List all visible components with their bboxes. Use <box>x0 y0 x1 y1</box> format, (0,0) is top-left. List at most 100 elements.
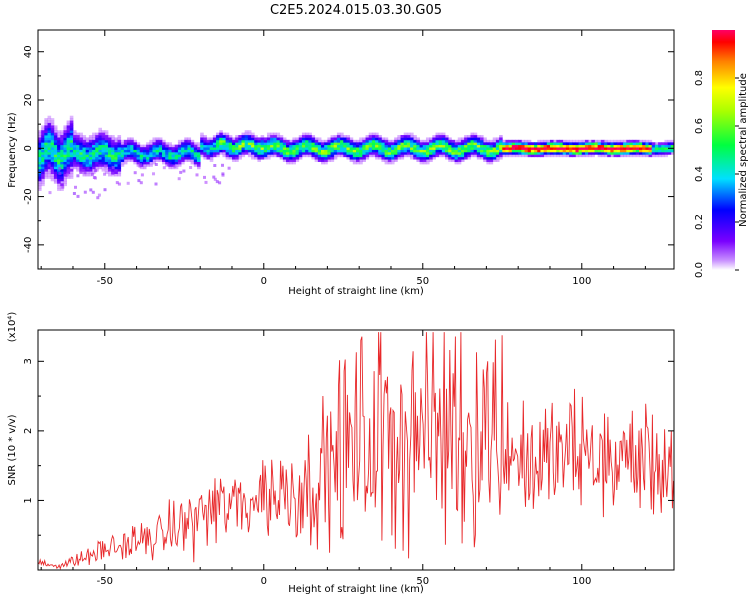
heatmap-cell <box>639 142 643 146</box>
heatmap-cell <box>38 154 42 158</box>
heatmap-cell <box>238 137 242 141</box>
heatmap-cell <box>133 139 137 143</box>
heatmap-cell <box>270 132 274 136</box>
heatmap-cell <box>467 154 471 158</box>
heatmap-cell <box>311 156 316 160</box>
heatmap-cell <box>101 159 106 162</box>
heatmap-cell <box>368 144 373 148</box>
heatmap-cell <box>489 147 494 150</box>
heatmap-cell <box>635 154 640 158</box>
heatmap-cell <box>53 156 58 160</box>
heatmap-cell <box>343 142 347 146</box>
heatmap-cell <box>451 149 455 153</box>
heatmap-cell <box>120 159 125 162</box>
heatmap-cell <box>149 139 153 143</box>
heatmap-cell <box>53 144 58 148</box>
heatmap-cell <box>406 135 411 138</box>
heatmap-cell <box>406 137 411 141</box>
heatmap-cell <box>251 147 255 150</box>
heatmap-cell <box>537 154 541 158</box>
heatmap-cell <box>584 144 589 148</box>
heatmap-cell <box>489 139 494 143</box>
heatmap-cell <box>413 142 417 146</box>
heatmap-cell <box>562 142 567 146</box>
heatmap-cell <box>362 156 366 160</box>
heatmap-cell <box>451 144 455 148</box>
heatmap-cell <box>460 159 465 162</box>
heatmap-cell <box>95 142 99 146</box>
heatmap-cell <box>425 139 430 143</box>
heatmap-cell <box>359 156 363 160</box>
heatmap-cell <box>410 149 414 153</box>
heatmap-cell <box>540 139 545 143</box>
heatmap-cell <box>448 156 452 160</box>
heatmap-cell <box>616 149 621 153</box>
heatmap-cell <box>346 137 351 141</box>
heatmap-cell <box>206 137 211 141</box>
heatmap-cell <box>270 144 274 148</box>
heatmap-cell <box>416 137 420 141</box>
heatmap-cell <box>60 180 64 184</box>
heatmap-cell <box>57 183 61 187</box>
heatmap-cell <box>648 151 653 155</box>
heatmap-cell <box>92 142 96 146</box>
heatmap-cell <box>76 168 80 172</box>
heatmap-cell <box>117 166 122 170</box>
heatmap-cell <box>212 144 217 148</box>
heatmap-cell <box>610 144 614 148</box>
spectrogram-heatmap <box>38 115 674 200</box>
heatmap-cell <box>276 135 281 138</box>
heatmap-cell <box>203 175 206 179</box>
heatmap-cell <box>247 139 252 143</box>
heatmap-cell <box>104 171 109 175</box>
heatmap-cell <box>241 149 246 153</box>
heatmap-cell <box>225 132 230 136</box>
heatmap-cell <box>432 151 436 155</box>
heatmap-cell <box>72 166 77 170</box>
heatmap-cell <box>184 156 188 160</box>
heatmap-cell <box>197 154 201 158</box>
heatmap-cell <box>282 139 287 143</box>
heatmap-cell <box>127 139 131 143</box>
heatmap-cell <box>543 149 548 153</box>
heatmap-cell <box>193 149 198 153</box>
heatmap-cell <box>254 149 258 153</box>
heatmap-cell <box>79 170 83 174</box>
heatmap-cell <box>69 118 74 121</box>
heatmap-cell <box>327 144 331 148</box>
heatmap-cell <box>98 163 102 167</box>
heatmap-cell <box>225 139 230 143</box>
heatmap-cell <box>419 151 424 155</box>
heatmap-cell <box>228 156 233 160</box>
heatmap-cell <box>569 154 573 158</box>
heatmap-cell <box>365 135 370 138</box>
heatmap-cell <box>537 139 541 143</box>
heatmap-cell <box>460 144 465 148</box>
heatmap-cell <box>79 149 83 153</box>
heatmap-cell <box>181 151 185 155</box>
heatmap-cell <box>511 154 516 158</box>
heatmap-cell <box>565 149 570 153</box>
snr-y-tick-label: 2 <box>23 428 34 434</box>
heatmap-cell <box>591 149 595 153</box>
heatmap-cell <box>142 163 147 167</box>
heatmap-cell <box>473 154 478 158</box>
heatmap-cell <box>454 147 459 150</box>
heatmap-cell <box>260 144 265 148</box>
heatmap-cell <box>74 185 77 189</box>
heatmap-cell <box>133 149 137 153</box>
heatmap-cell <box>546 139 551 143</box>
heatmap-cell <box>282 156 287 160</box>
heatmap-cell <box>403 142 408 146</box>
heatmap-cell <box>66 135 71 138</box>
heatmap-cell <box>95 163 99 167</box>
heatmap-cell <box>47 163 52 167</box>
heatmap-cell <box>41 127 45 131</box>
heatmap-cell <box>362 144 366 148</box>
heatmap-cell <box>149 149 153 153</box>
heatmap-cell <box>88 144 93 148</box>
heatmap-cell <box>107 147 112 150</box>
heatmap-cell <box>324 161 328 165</box>
heatmap-cell <box>575 139 579 143</box>
spectrogram-y-tick-label: -20 <box>23 188 34 204</box>
